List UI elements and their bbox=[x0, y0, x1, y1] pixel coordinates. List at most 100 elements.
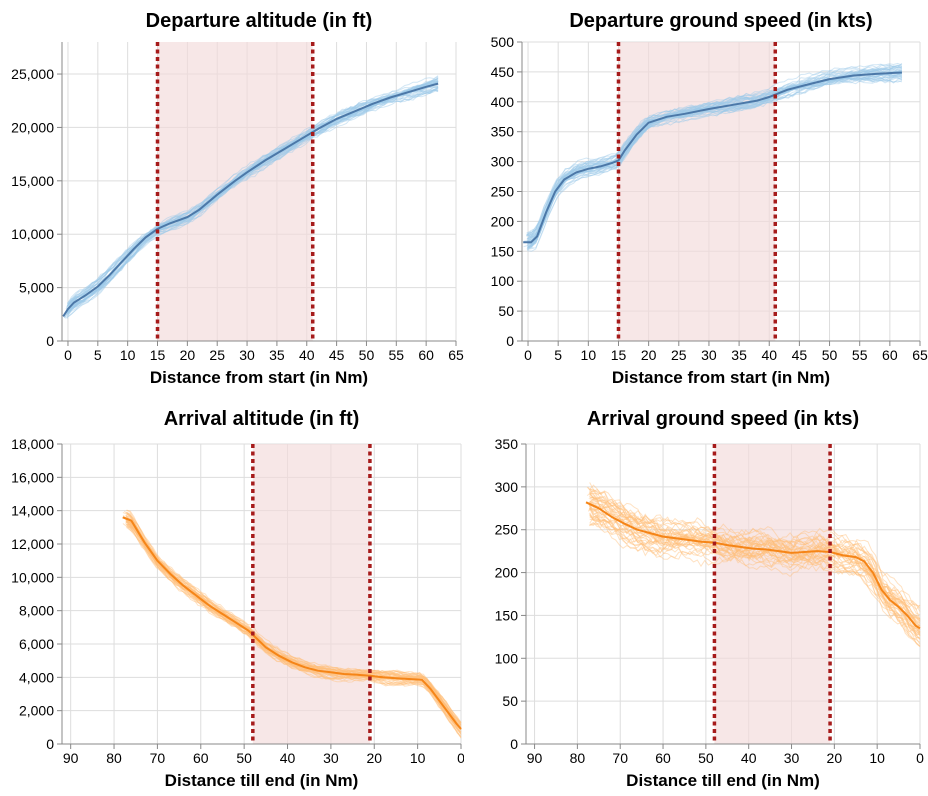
arrival-altitude-panel: Arrival altitude (in ft) 0 2,000 4,000 6,000… bbox=[0, 398, 464, 796]
x-tick-label: 65 bbox=[448, 347, 464, 363]
flight-trace bbox=[589, 514, 921, 635]
flight-trace bbox=[526, 72, 903, 237]
flight-trace bbox=[589, 514, 921, 627]
x-tick-label: 70 bbox=[150, 750, 166, 766]
flight-trace bbox=[527, 75, 903, 240]
x-tick-label: 10 bbox=[581, 347, 597, 363]
flight-trace bbox=[589, 514, 921, 631]
flight-trace bbox=[589, 519, 921, 639]
x-tick-label: 50 bbox=[359, 347, 375, 363]
flight-trace bbox=[527, 67, 902, 241]
x-tick-label: 30 bbox=[701, 347, 717, 363]
x-tick-label: 30 bbox=[323, 750, 339, 766]
flight-trace bbox=[126, 523, 462, 727]
median-line bbox=[585, 501, 921, 630]
flight-trace bbox=[66, 77, 439, 314]
x-tick-labels: 90 80 70 60 50 40 30 20 10 0 bbox=[527, 744, 924, 766]
x-axis-label: Distance till end (in Nm) bbox=[626, 771, 820, 790]
x-tick-label: 65 bbox=[912, 347, 928, 363]
highlight-band bbox=[157, 42, 313, 341]
y-tick-label: 200 bbox=[491, 213, 515, 229]
x-tick-label: 45 bbox=[792, 347, 808, 363]
median-line bbox=[62, 82, 439, 317]
y-tick-label: 150 bbox=[495, 607, 519, 623]
x-tick-label: 60 bbox=[655, 750, 671, 766]
x-tick-labels: 0 5 10 15 20 25 30 35 40 45 50 55 60 65 bbox=[524, 341, 928, 363]
flight-trace bbox=[126, 527, 462, 724]
flight-trace bbox=[65, 85, 439, 310]
chart-title: Departure altitude (in ft) bbox=[146, 10, 373, 32]
x-tick-label: 60 bbox=[418, 347, 434, 363]
median-line bbox=[523, 71, 902, 244]
x-tick-label: 10 bbox=[869, 750, 885, 766]
x-tick-label: 30 bbox=[239, 347, 255, 363]
flight-trace bbox=[63, 81, 439, 318]
flight-trace bbox=[589, 507, 921, 633]
flight-trace bbox=[126, 520, 462, 728]
highlight-band bbox=[618, 42, 776, 341]
x-tick-label: 70 bbox=[612, 750, 628, 766]
y-tick-label: 10,000 bbox=[11, 569, 54, 585]
flight-trace bbox=[66, 81, 439, 307]
flight-trace bbox=[589, 518, 921, 643]
x-tick-label: 90 bbox=[63, 750, 79, 766]
x-tick-label: 25 bbox=[209, 347, 225, 363]
y-tick-label: 350 bbox=[491, 124, 515, 140]
y-tick-label: 200 bbox=[495, 565, 519, 581]
x-tick-label: 0 bbox=[524, 347, 532, 363]
chart-title: Arrival altitude (in ft) bbox=[164, 408, 360, 430]
flight-trace bbox=[589, 515, 921, 627]
x-axis-label: Distance from start (in Nm) bbox=[150, 368, 368, 387]
x-tick-label: 10 bbox=[120, 347, 136, 363]
flight-trace bbox=[526, 71, 903, 244]
flight-trace bbox=[122, 523, 462, 725]
flight-trace bbox=[586, 501, 921, 639]
y-tick-label: 16,000 bbox=[11, 469, 54, 485]
x-tick-label: 40 bbox=[280, 750, 296, 766]
x-tick-label: 40 bbox=[761, 347, 777, 363]
flight-trace bbox=[527, 71, 903, 234]
flight-trace bbox=[527, 66, 902, 236]
flight-trace bbox=[588, 501, 921, 633]
y-tick-label: 25,000 bbox=[11, 66, 54, 82]
x-tick-labels: 0 5 10 15 20 25 30 35 40 45 50 55 60 65 bbox=[64, 341, 464, 363]
chart-title: Arrival ground speed (in kts) bbox=[587, 408, 859, 430]
x-tick-label: 0 bbox=[916, 750, 924, 766]
flight-trace bbox=[67, 89, 439, 312]
y-tick-label: 300 bbox=[491, 154, 515, 170]
departure-altitude-chart: Departure altitude (in ft) 0 5,000 10,000 15… bbox=[11, 10, 464, 387]
x-tick-label: 5 bbox=[554, 347, 562, 363]
x-tick-label: 45 bbox=[329, 347, 345, 363]
y-tick-label: 14,000 bbox=[11, 503, 54, 519]
y-tick-label: 20,000 bbox=[11, 119, 54, 135]
chart-title: Departure ground speed (in kts) bbox=[569, 10, 872, 32]
departure-ground-speed-panel: Departure ground speed (in kts) 0 50 100 150… bbox=[464, 0, 928, 398]
x-tick-label: 60 bbox=[882, 347, 898, 363]
flight-trace bbox=[527, 72, 902, 244]
flight-trace bbox=[588, 489, 921, 620]
y-tick-label: 150 bbox=[491, 243, 515, 259]
y-tick-label: 12,000 bbox=[11, 536, 54, 552]
y-tick-label: 250 bbox=[495, 522, 519, 538]
y-tick-labels: 0 2,000 4,000 6,000 8,000 10,000 12,000 14,000 1… bbox=[11, 436, 62, 752]
x-tick-label: 15 bbox=[150, 347, 166, 363]
flight-trace bbox=[67, 87, 439, 307]
x-tick-label: 60 bbox=[193, 750, 209, 766]
x-tick-label: 15 bbox=[611, 347, 627, 363]
y-tick-label: 350 bbox=[495, 436, 519, 452]
flight-trace bbox=[125, 517, 462, 729]
x-tick-label: 25 bbox=[671, 347, 687, 363]
median-line bbox=[122, 516, 462, 730]
x-tick-labels: 90 80 70 60 50 40 30 20 10 0 bbox=[63, 744, 464, 766]
y-tick-label: 8,000 bbox=[19, 603, 54, 619]
flight-trace bbox=[527, 65, 902, 249]
flight-trace bbox=[527, 77, 903, 245]
flight-trace bbox=[66, 80, 439, 319]
flight-trace bbox=[589, 487, 921, 621]
y-tick-label: 2,000 bbox=[19, 703, 54, 719]
flight-trace bbox=[588, 513, 921, 637]
flight-trace bbox=[589, 498, 921, 645]
x-tick-label: 20 bbox=[827, 750, 843, 766]
y-tick-label: 0 bbox=[506, 333, 514, 349]
